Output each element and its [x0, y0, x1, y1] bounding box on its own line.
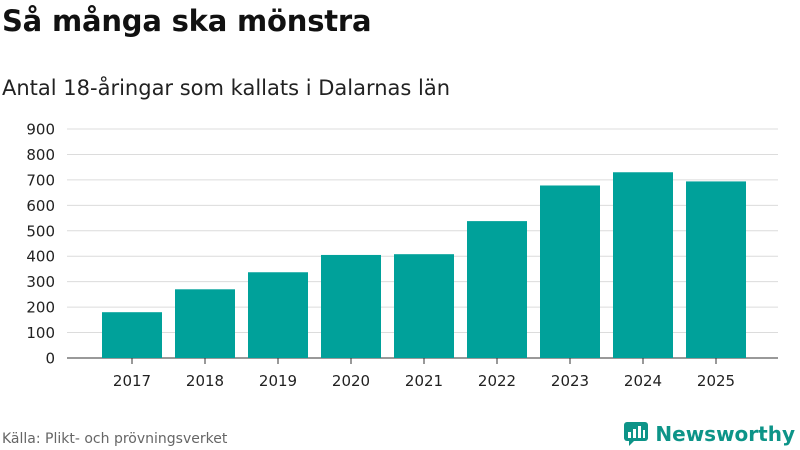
x-tick-label: 2018	[186, 372, 224, 390]
y-tick-label: 500	[26, 222, 55, 240]
chart-subtitle: Antal 18-åringar som kallats i Dalarnas …	[2, 76, 451, 100]
x-tick-label: 2019	[259, 372, 297, 390]
y-tick-label: 100	[26, 324, 55, 342]
y-tick-label: 300	[26, 273, 55, 291]
bar-2018[interactable]	[175, 289, 235, 358]
newsworthy-logo-icon	[624, 422, 649, 446]
x-tick-label: 2020	[332, 372, 370, 390]
brand-logo[interactable]: Newsworthy	[623, 421, 795, 447]
bar-2022[interactable]	[467, 221, 527, 358]
bar-2017[interactable]	[102, 312, 162, 358]
y-tick-label: 200	[26, 299, 55, 317]
bar-2024[interactable]	[613, 172, 673, 358]
brand-name: Newsworthy	[655, 422, 795, 446]
bar-2025[interactable]	[686, 181, 746, 358]
x-tick-label: 2021	[405, 372, 443, 390]
bar-2020[interactable]	[321, 254, 381, 358]
x-tick-label: 2017	[113, 372, 151, 390]
bar-2019[interactable]	[248, 272, 308, 358]
x-tick-label: 2025	[697, 372, 735, 390]
bar-2021[interactable]	[394, 254, 454, 358]
y-tick-label: 800	[26, 146, 55, 164]
x-tick-label: 2024	[624, 372, 662, 390]
y-tick-label: 600	[26, 197, 55, 215]
source-note: Källa: Plikt- och prövningsverket	[2, 431, 228, 447]
y-tick-label: 900	[26, 121, 55, 139]
chart-title: Så många ska mönstra	[2, 4, 372, 38]
y-tick-label: 400	[26, 248, 55, 266]
y-tick-label: 700	[26, 171, 55, 189]
x-tick-label: 2022	[478, 372, 516, 390]
y-tick-label: 0	[45, 350, 55, 368]
x-tick-label: 2023	[551, 372, 589, 390]
bar-2023[interactable]	[540, 185, 600, 358]
